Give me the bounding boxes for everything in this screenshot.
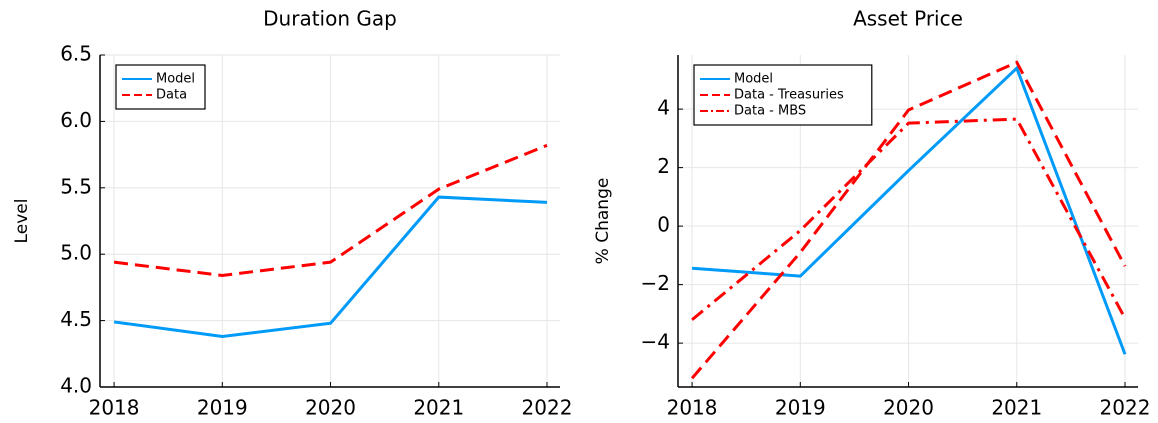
- series-line: [690, 60, 1127, 380]
- y-tick-label: 4.5: [60, 307, 92, 331]
- x-tick-label: 2021: [413, 396, 464, 420]
- x-tick-label: 2018: [667, 396, 718, 420]
- y-tick-label: 6.5: [60, 42, 92, 66]
- legend-label: Model: [734, 72, 773, 87]
- chart-title: Asset Price: [853, 7, 963, 31]
- legend-label: Model: [156, 72, 195, 87]
- y-tick-label: 5.0: [60, 241, 92, 265]
- x-tick-label: 2020: [305, 396, 356, 420]
- series-line: [113, 143, 548, 277]
- y-tick-label: 5.5: [60, 174, 92, 198]
- y-tick-label: 0: [657, 213, 670, 237]
- x-tick-label: 2022: [522, 396, 573, 420]
- legend-label: Data - MBS: [734, 104, 806, 119]
- x-tick-label: 2022: [1100, 396, 1151, 420]
- y-axis-label: Level: [12, 199, 32, 244]
- x-tick-label: 2019: [775, 396, 826, 420]
- legend-box: [693, 64, 873, 126]
- y-tick-label: −2: [641, 271, 670, 295]
- y-tick-label: 4.0: [60, 374, 92, 398]
- x-tick-label: 2018: [89, 396, 140, 420]
- x-tick-label: 2021: [991, 396, 1042, 420]
- y-axis-label: % Change: [593, 178, 613, 265]
- series-line: [691, 117, 1127, 321]
- y-tick-label: 2: [657, 154, 670, 178]
- series-line: [691, 65, 1127, 355]
- chart-title: Duration Gap: [263, 7, 397, 31]
- series-line: [113, 195, 548, 339]
- x-tick-label: 2020: [883, 396, 934, 420]
- legend-label: Data - Treasuries: [734, 88, 844, 103]
- y-tick-label: 6.0: [60, 108, 92, 132]
- legend-label: Data: [156, 88, 187, 103]
- y-tick-label: −4: [641, 330, 670, 354]
- x-tick-label: 2019: [197, 396, 248, 420]
- legend-box: [115, 64, 206, 110]
- y-tick-label: 4: [657, 96, 670, 120]
